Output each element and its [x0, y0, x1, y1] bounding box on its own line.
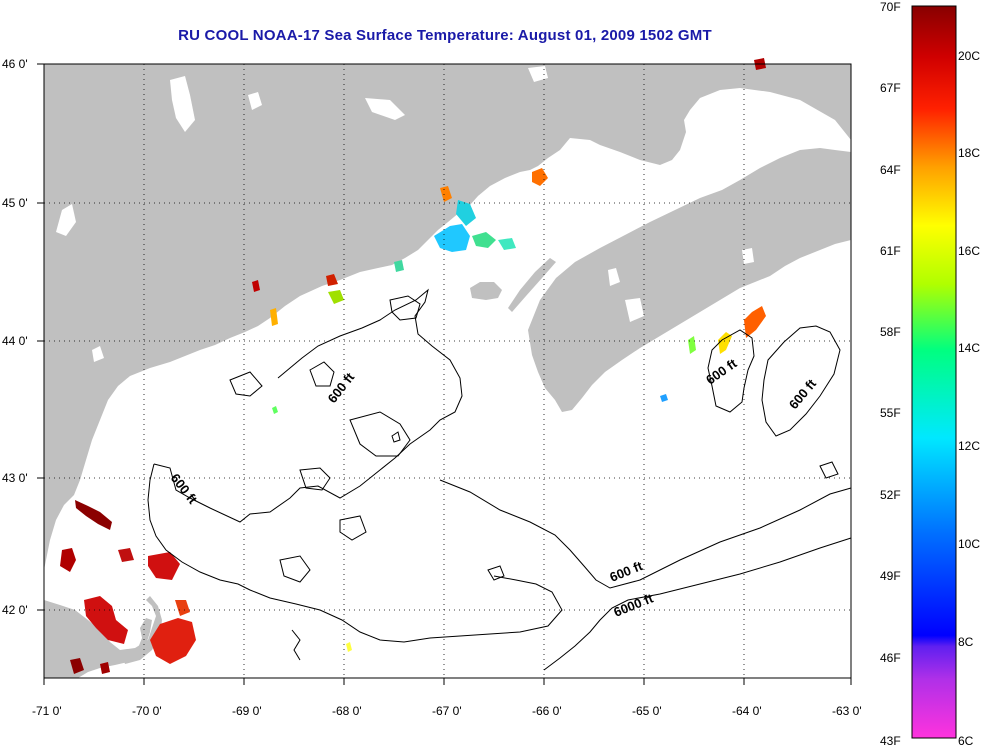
- colorbar-f-label: 49F: [880, 569, 901, 583]
- colorbar-f-label: 67F: [880, 81, 901, 95]
- lake: [92, 346, 104, 362]
- lon-label: -67 0': [432, 704, 462, 718]
- lake: [365, 98, 405, 120]
- lat-label: 45 0': [2, 196, 28, 210]
- colorbar-fahrenheit-labels: 70F 67F 64F 61F 58F 55F 52F 49F 46F 43F: [880, 0, 901, 748]
- lon-label: -64 0': [732, 704, 762, 718]
- lake: [608, 268, 620, 286]
- colorbar-c-label: 16C: [958, 244, 980, 258]
- latitude-labels: 46 0' 45 0' 44 0' 43 0' 42 0': [2, 57, 28, 617]
- colorbar-celsius-labels: 20C 18C 16C 14C 12C 10C 8C 6C: [958, 49, 980, 748]
- lon-label: -65 0': [632, 704, 662, 718]
- colorbar-c-label: 6C: [958, 734, 974, 748]
- lon-label: -66 0': [532, 704, 562, 718]
- colorbar-c-label: 14C: [958, 341, 980, 355]
- colorbar-c-label: 12C: [958, 439, 980, 453]
- lake: [170, 76, 195, 132]
- map-frame: [43, 63, 852, 679]
- frame-ticks: [37, 63, 852, 685]
- colorbar: [911, 5, 957, 739]
- lake: [625, 298, 644, 322]
- lat-label: 42 0': [2, 603, 28, 617]
- map-title: RU COOL NOAA-17 Sea Surface Temperature:…: [178, 27, 712, 44]
- cape-cod: [120, 596, 162, 664]
- lat-label: 46 0': [2, 57, 28, 71]
- lon-label: -70 0': [132, 704, 162, 718]
- lat-label: 43 0': [2, 471, 28, 485]
- lon-label: -71 0': [32, 704, 62, 718]
- colorbar-f-label: 46F: [880, 651, 901, 665]
- colorbar-f-label: 52F: [880, 488, 901, 502]
- lon-label: -69 0': [232, 704, 262, 718]
- lake: [56, 204, 76, 236]
- lake: [528, 66, 548, 82]
- lake: [742, 248, 754, 264]
- colorbar-f-label: 70F: [880, 0, 901, 14]
- longitude-labels: -71 0' -70 0' -69 0' -68 0' -67 0' -66 0…: [32, 704, 862, 718]
- isobath-contours: [147, 288, 852, 671]
- colorbar-c-label: 20C: [958, 49, 980, 63]
- nova-scotia-land: [528, 148, 851, 412]
- mainland-land: [44, 64, 851, 570]
- colorbar-f-label: 64F: [880, 163, 901, 177]
- colorbar-c-label: 8C: [958, 635, 974, 649]
- colorbar-f-label: 61F: [880, 244, 901, 258]
- lake: [248, 92, 262, 110]
- cape-breton-land: [770, 64, 851, 100]
- lat-label: 44 0': [2, 334, 28, 348]
- lon-label: -63 0': [832, 704, 862, 718]
- sst-patches: [60, 58, 766, 674]
- colorbar-f-label: 43F: [880, 734, 901, 748]
- lon-label: -68 0': [332, 704, 362, 718]
- colorbar-c-label: 10C: [958, 537, 980, 551]
- colorbar-c-label: 18C: [958, 146, 980, 160]
- colorbar-f-label: 55F: [880, 406, 901, 420]
- colorbar-f-label: 58F: [880, 325, 901, 339]
- grand-manan-island: [470, 282, 502, 300]
- long-island: [508, 258, 556, 312]
